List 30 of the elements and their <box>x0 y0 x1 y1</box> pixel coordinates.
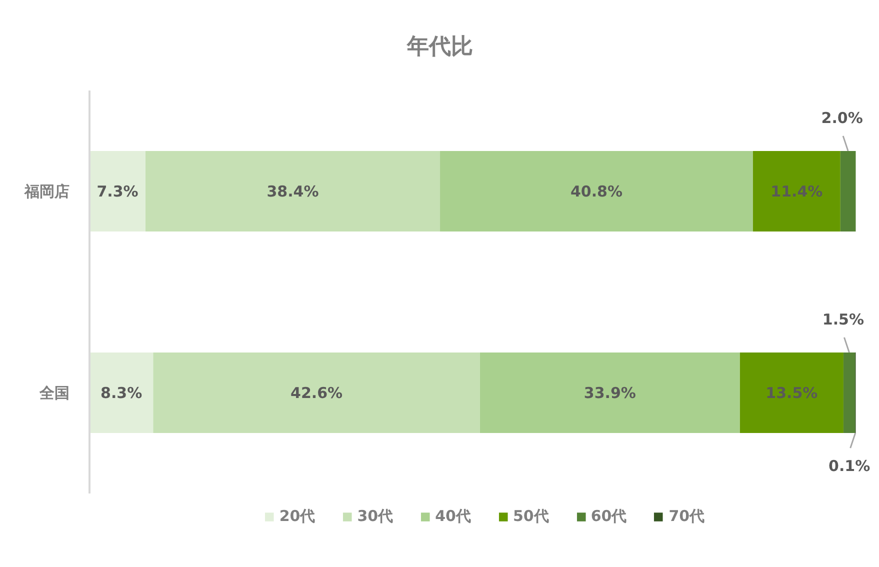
legend-label: 30代 <box>357 507 394 526</box>
bar <box>740 352 844 434</box>
legend-label: 50代 <box>513 507 549 526</box>
y-tick-label: 全国 <box>38 384 70 402</box>
data-label: 2.0% <box>821 108 863 127</box>
bar <box>153 352 480 434</box>
y-tick-label: 福岡店 <box>24 182 70 200</box>
bar <box>843 352 855 434</box>
legend-label: 60代 <box>590 507 627 526</box>
bar <box>90 150 146 232</box>
bar <box>752 150 840 232</box>
data-label: 40.8% <box>570 182 623 200</box>
legend-label: 20代 <box>279 507 316 526</box>
bar <box>90 352 154 434</box>
data-label: 13.5% <box>766 384 818 402</box>
data-label: 33.9% <box>584 384 636 402</box>
data-label: 0.1% <box>828 457 870 476</box>
data-label: 1.5% <box>822 310 864 328</box>
bar <box>440 150 753 232</box>
bar <box>480 352 740 434</box>
data-label: 38.4% <box>266 182 319 200</box>
data-label: 8.3% <box>100 384 142 402</box>
bar <box>145 150 440 232</box>
legend-label: 40代 <box>435 507 471 526</box>
chart-title: 年代比 <box>406 34 473 60</box>
legend-label: 70代 <box>668 507 705 526</box>
data-label: 11.4% <box>770 182 823 200</box>
data-label: 7.3% <box>96 182 138 200</box>
data-label: 42.6% <box>290 384 343 402</box>
bar <box>840 150 856 232</box>
